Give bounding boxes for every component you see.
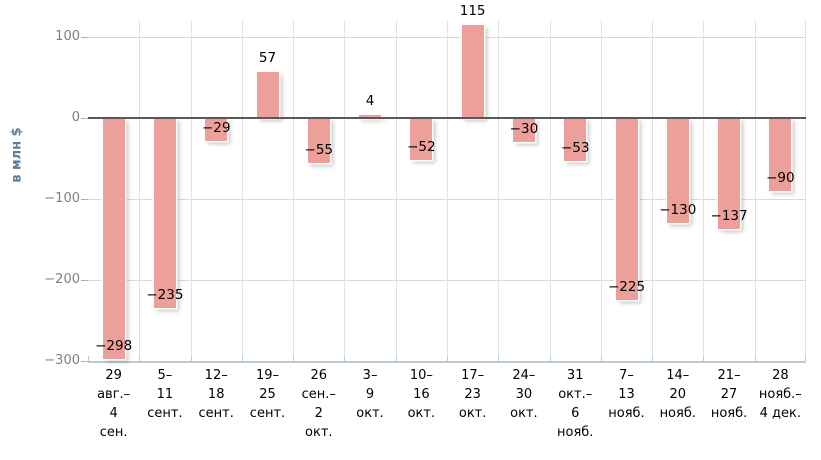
x-category-label: 14– 20 нояб. [659,368,696,421]
v-gridline [191,20,192,362]
v-gridline [344,20,345,362]
y-tick-mark [81,118,88,119]
x-category-label: 5– 11 сент. [147,368,183,421]
value-label: 57 [258,49,277,66]
value-label: −52 [407,139,436,156]
y-tick-label: −300 [44,353,80,368]
v-gridline [601,20,602,362]
x-tick-mark [498,356,499,362]
x-tick-mark [805,356,806,362]
y-tick-mark [81,37,88,38]
x-tick-mark [601,356,602,362]
y-tick-label: 100 [55,29,80,44]
v-gridline [242,20,243,362]
bar [153,118,176,309]
y-tick-mark [81,361,88,362]
v-gridline [447,20,448,362]
value-label: −298 [95,338,133,355]
v-gridline [805,20,806,362]
x-axis-line [88,361,806,363]
x-category-label: 12– 18 сент. [198,368,234,421]
x-tick-mark [88,356,89,362]
x-category-label: 28 нояб.– 4 дек. [758,368,802,421]
v-gridline [755,20,756,362]
v-gridline [396,20,397,362]
v-gridline [293,20,294,362]
bar [718,118,741,229]
x-category-label: 19– 25 сент. [249,368,286,421]
x-tick-mark [293,356,294,362]
value-label: −235 [146,287,184,304]
bar [102,118,125,360]
bar [666,118,689,224]
v-gridline [498,20,499,362]
x-tick-mark [344,356,345,362]
y-axis-title: в млн $ [9,127,25,183]
v-gridline [703,20,704,362]
v-gridline [550,20,551,362]
x-category-label: 17– 23 окт. [458,368,487,421]
value-label: −53 [560,139,590,156]
value-label: −90 [766,169,795,186]
plot-area: −298 −235 −29 57 −55 4 −52 115 −30 −53 −225 −130 −13… [88,4,806,363]
y-tick-label: −200 [44,272,80,287]
x-tick-mark [550,356,551,362]
x-tick-mark [703,356,704,362]
v-gridline [652,20,653,362]
bar [205,118,228,142]
value-label: 115 [459,2,486,19]
value-label: −225 [607,279,646,296]
bar [359,114,382,118]
x-tick-mark [242,356,243,362]
bar [512,118,535,143]
x-category-label: 24– 30 окт. [510,368,538,421]
x-category-label: 29 авг.– 4 сен. [97,368,131,440]
x-category-label: 26 сен.– 2 окт. [301,368,336,440]
y-tick-mark [81,280,88,281]
value-label: −29 [201,120,231,137]
x-tick-mark [447,356,448,362]
bar [769,118,792,191]
value-label: −55 [304,141,334,158]
y-tick-label: 0 [71,110,80,125]
bar [307,118,330,163]
y-tick-label: −100 [44,191,80,206]
value-label: 4 [365,92,375,109]
bar [564,118,587,161]
x-tick-mark [396,356,397,362]
x-tick-mark [191,356,192,362]
x-category-label: 10– 16 окт. [407,368,436,421]
v-gridline [139,20,140,362]
x-category-label: 7– 13 нояб. [608,368,645,421]
x-tick-mark [139,356,140,362]
value-label: −30 [509,121,539,138]
x-category-label: 21– 27 нояб. [710,368,748,421]
bar [615,118,638,301]
zero-line [88,117,806,119]
bar [461,24,484,118]
value-label: −130 [659,202,697,219]
x-tick-mark [755,356,756,362]
x-tick-mark [652,356,653,362]
bar [256,71,279,118]
x-category-label: 31 окт.– 6 нояб. [556,368,594,440]
value-label: −137 [710,207,748,224]
x-category-label: 3– 9 окт. [356,368,384,421]
bar [410,118,433,161]
y-tick-mark [81,199,88,200]
